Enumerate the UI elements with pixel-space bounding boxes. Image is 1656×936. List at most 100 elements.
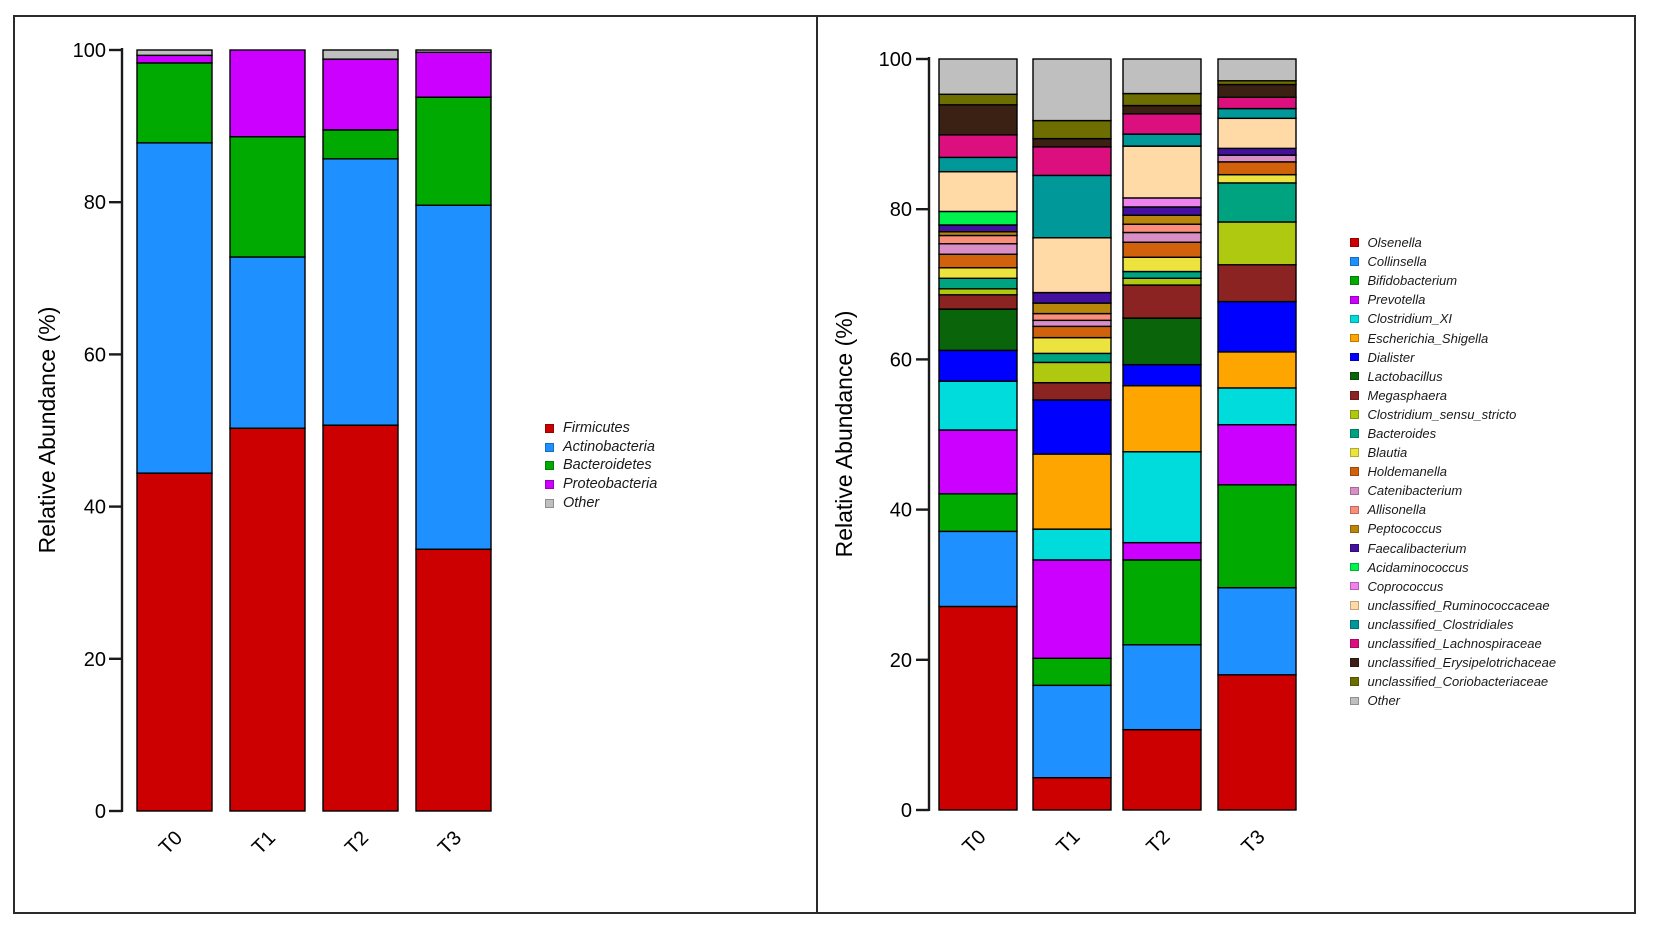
bar-segment-T1-Firmicutes [229,427,306,812]
legend-item-Allisonella: Allisonella [1350,500,1556,519]
bar-segment-T1-Bacteroides [1032,352,1112,364]
legend-swatch-Acidaminococcus [1350,562,1359,572]
y-tick-label: 0 [901,800,912,822]
bar-segment-T1-Actinobacteria [229,256,306,429]
legend-swatch-Other [1350,696,1359,706]
bar-segment-T2-Clostridium_sensu_stricto [1122,277,1202,286]
legend-label-Escherichia_Shigella: Escherichia_Shigella [1367,330,1489,346]
legend-swatch-Actinobacteria [545,442,554,452]
legend-swatch-unclassified_Clostridiales [1350,620,1359,629]
bar-segment-T1-Clostridium_sensu_stricto [1032,361,1112,384]
bar-segment-T1-Prevotella [1032,559,1112,659]
legend-item-Coprococcus: Coprococcus [1350,577,1556,596]
legend-label-Faecalibacterium: Faecalibacterium [1367,540,1467,556]
legend-item-Catenibacterium: Catenibacterium [1350,481,1556,500]
bar-segment-T2-Catenibacterium [1122,231,1202,243]
legend-swatch-Coprococcus [1350,581,1359,591]
y-tick-label: 0 [95,801,106,823]
bar-segment-T2-Dialister [1122,363,1202,387]
legend-label-Peptococcus: Peptococcus [1367,521,1442,537]
legend-label-Clostridium_sensu_stricto: Clostridium_sensu_stricto [1367,406,1517,422]
bar-segment-T3-Other [415,49,492,53]
bar-segment-T3-Holdemanella [1217,161,1297,176]
bar-segment-T0-unclassified_Erysipelotrichaceae [938,104,1018,136]
legend-swatch-Firmicutes [545,423,554,433]
bar-segment-T0-Firmicutes [136,472,213,812]
legend-label-Dialister: Dialister [1367,349,1415,365]
y-tick-label: 40 [84,497,106,519]
legend-label-Prevotella: Prevotella [1367,292,1426,308]
legend-swatch-Clostridium_sensu_stricto [1350,410,1359,419]
bar-segment-T3-Faecalibacterium [1217,147,1297,156]
legend-item-Proteobacteria: Proteobacteria [545,475,657,494]
legend-label-Bifidobacterium: Bifidobacterium [1367,273,1458,289]
legend-swatch-Proteobacteria [545,479,554,489]
bar-segment-T2-Olsenella [1122,728,1202,811]
bar-segment-T2-Megasphaera [1122,284,1202,319]
legend-swatch-Catenibacterium [1350,486,1359,496]
bar-segment-T1-Bifidobacterium [1032,657,1112,687]
legend-label-Coprococcus: Coprococcus [1367,578,1444,594]
legend-swatch-unclassified_Ruminococcaceae [1350,601,1359,610]
x-category-label: T2 [341,827,373,859]
legend-label-Holdemanella: Holdemanella [1367,464,1448,480]
bar-segment-T1-Holdemanella [1032,325,1112,339]
legend-swatch-Lactobacillus [1350,371,1359,381]
figure-frame [13,15,1636,914]
bar-segment-T0-Dialister [938,349,1018,382]
legend-swatch-Olsenella [1350,238,1359,247]
y-axis-label-left: Relative Abundance (%) [34,307,60,554]
legend-item-Megasphaera: Megasphaera [1350,386,1556,405]
bar-segment-T1-Peptococcus [1032,302,1112,315]
bar-segment-T2-unclassified_Clostridiales [1122,133,1202,147]
phylum-legend: Firmicutes Actinobacteria Bacteroidetes Pro… [545,419,657,512]
bar-segment-T2-unclassified_Coriobacteriaceae [1122,92,1202,107]
bar-segment-T0-unclassified_Lachnospiraceae [938,134,1018,159]
legend-item-Collinsella: Collinsella [1350,252,1556,271]
x-category-label: T1 [1052,826,1084,858]
bar-segment-T2-unclassified_Lachnospiraceae [1122,113,1202,135]
legend-label-Clostridium_XI: Clostridium_XI [1367,311,1453,327]
x-category-label: T2 [1142,826,1174,858]
legend-swatch-Bacteroidetes [545,461,554,471]
bar-segment-T0-Faecalibacterium [938,224,1018,233]
bar-segment-T2-Collinsella [1122,644,1202,731]
bar-segment-T3-Olsenella [1217,674,1297,811]
bar-segment-T1-Catenibacterium [1032,319,1112,328]
bar-segment-T1-Olsenella [1032,777,1112,811]
bar-segment-T2-Peptococcus [1122,214,1202,225]
bar-segment-T0-Proteobacteria [136,54,213,64]
bar-segment-T1-Allisonella [1032,312,1112,322]
x-category-label: T1 [248,827,280,859]
legend-label-Actinobacteria: Actinobacteria [563,438,655,455]
legend-item-Acidaminococcus: Acidaminococcus [1350,558,1556,577]
legend-label-Bacteroidetes: Bacteroidetes [563,457,652,474]
bar-segment-T3-Bacteroidetes [415,96,492,206]
y-tick-label: 60 [84,344,106,366]
legend-label-Collinsella: Collinsella [1367,254,1427,270]
legend-label-Acidaminococcus: Acidaminococcus [1367,559,1469,575]
bar-segment-T0-Olsenella [938,605,1018,811]
bar-segment-T2-Allisonella [1122,223,1202,234]
legend-swatch-Megasphaera [1350,391,1359,400]
x-category-label: T3 [434,827,466,859]
bar-segment-T0-Collinsella [938,530,1018,608]
y-tick-label: 80 [890,199,912,221]
bar-segment-T3-Proteobacteria [415,51,492,98]
legend-item-Firmicutes: Firmicutes [545,419,657,438]
legend-swatch-Faecalibacterium [1350,543,1359,553]
y-tick-label: 80 [84,192,106,214]
x-category-label: T0 [958,826,990,858]
legend-swatch-Collinsella [1350,257,1359,266]
legend-item-Actinobacteria: Actinobacteria [545,438,657,457]
bar-segment-T0-Allisonella [938,234,1018,245]
panel-divider [816,15,818,914]
bar-segment-T2-Other [1122,58,1202,95]
legend-label-Olsenella: Olsenella [1367,235,1422,251]
legend-label-unclassified_Coriobacteriaceae: unclassified_Coriobacteriaceae [1367,674,1549,690]
bar-segment-T3-Dialister [1217,300,1297,353]
bar-segment-T3-Bifidobacterium [1217,484,1297,589]
legend-label-Megasphaera: Megasphaera [1367,387,1448,403]
legend-item-Lactobacillus: Lactobacillus [1350,367,1556,386]
